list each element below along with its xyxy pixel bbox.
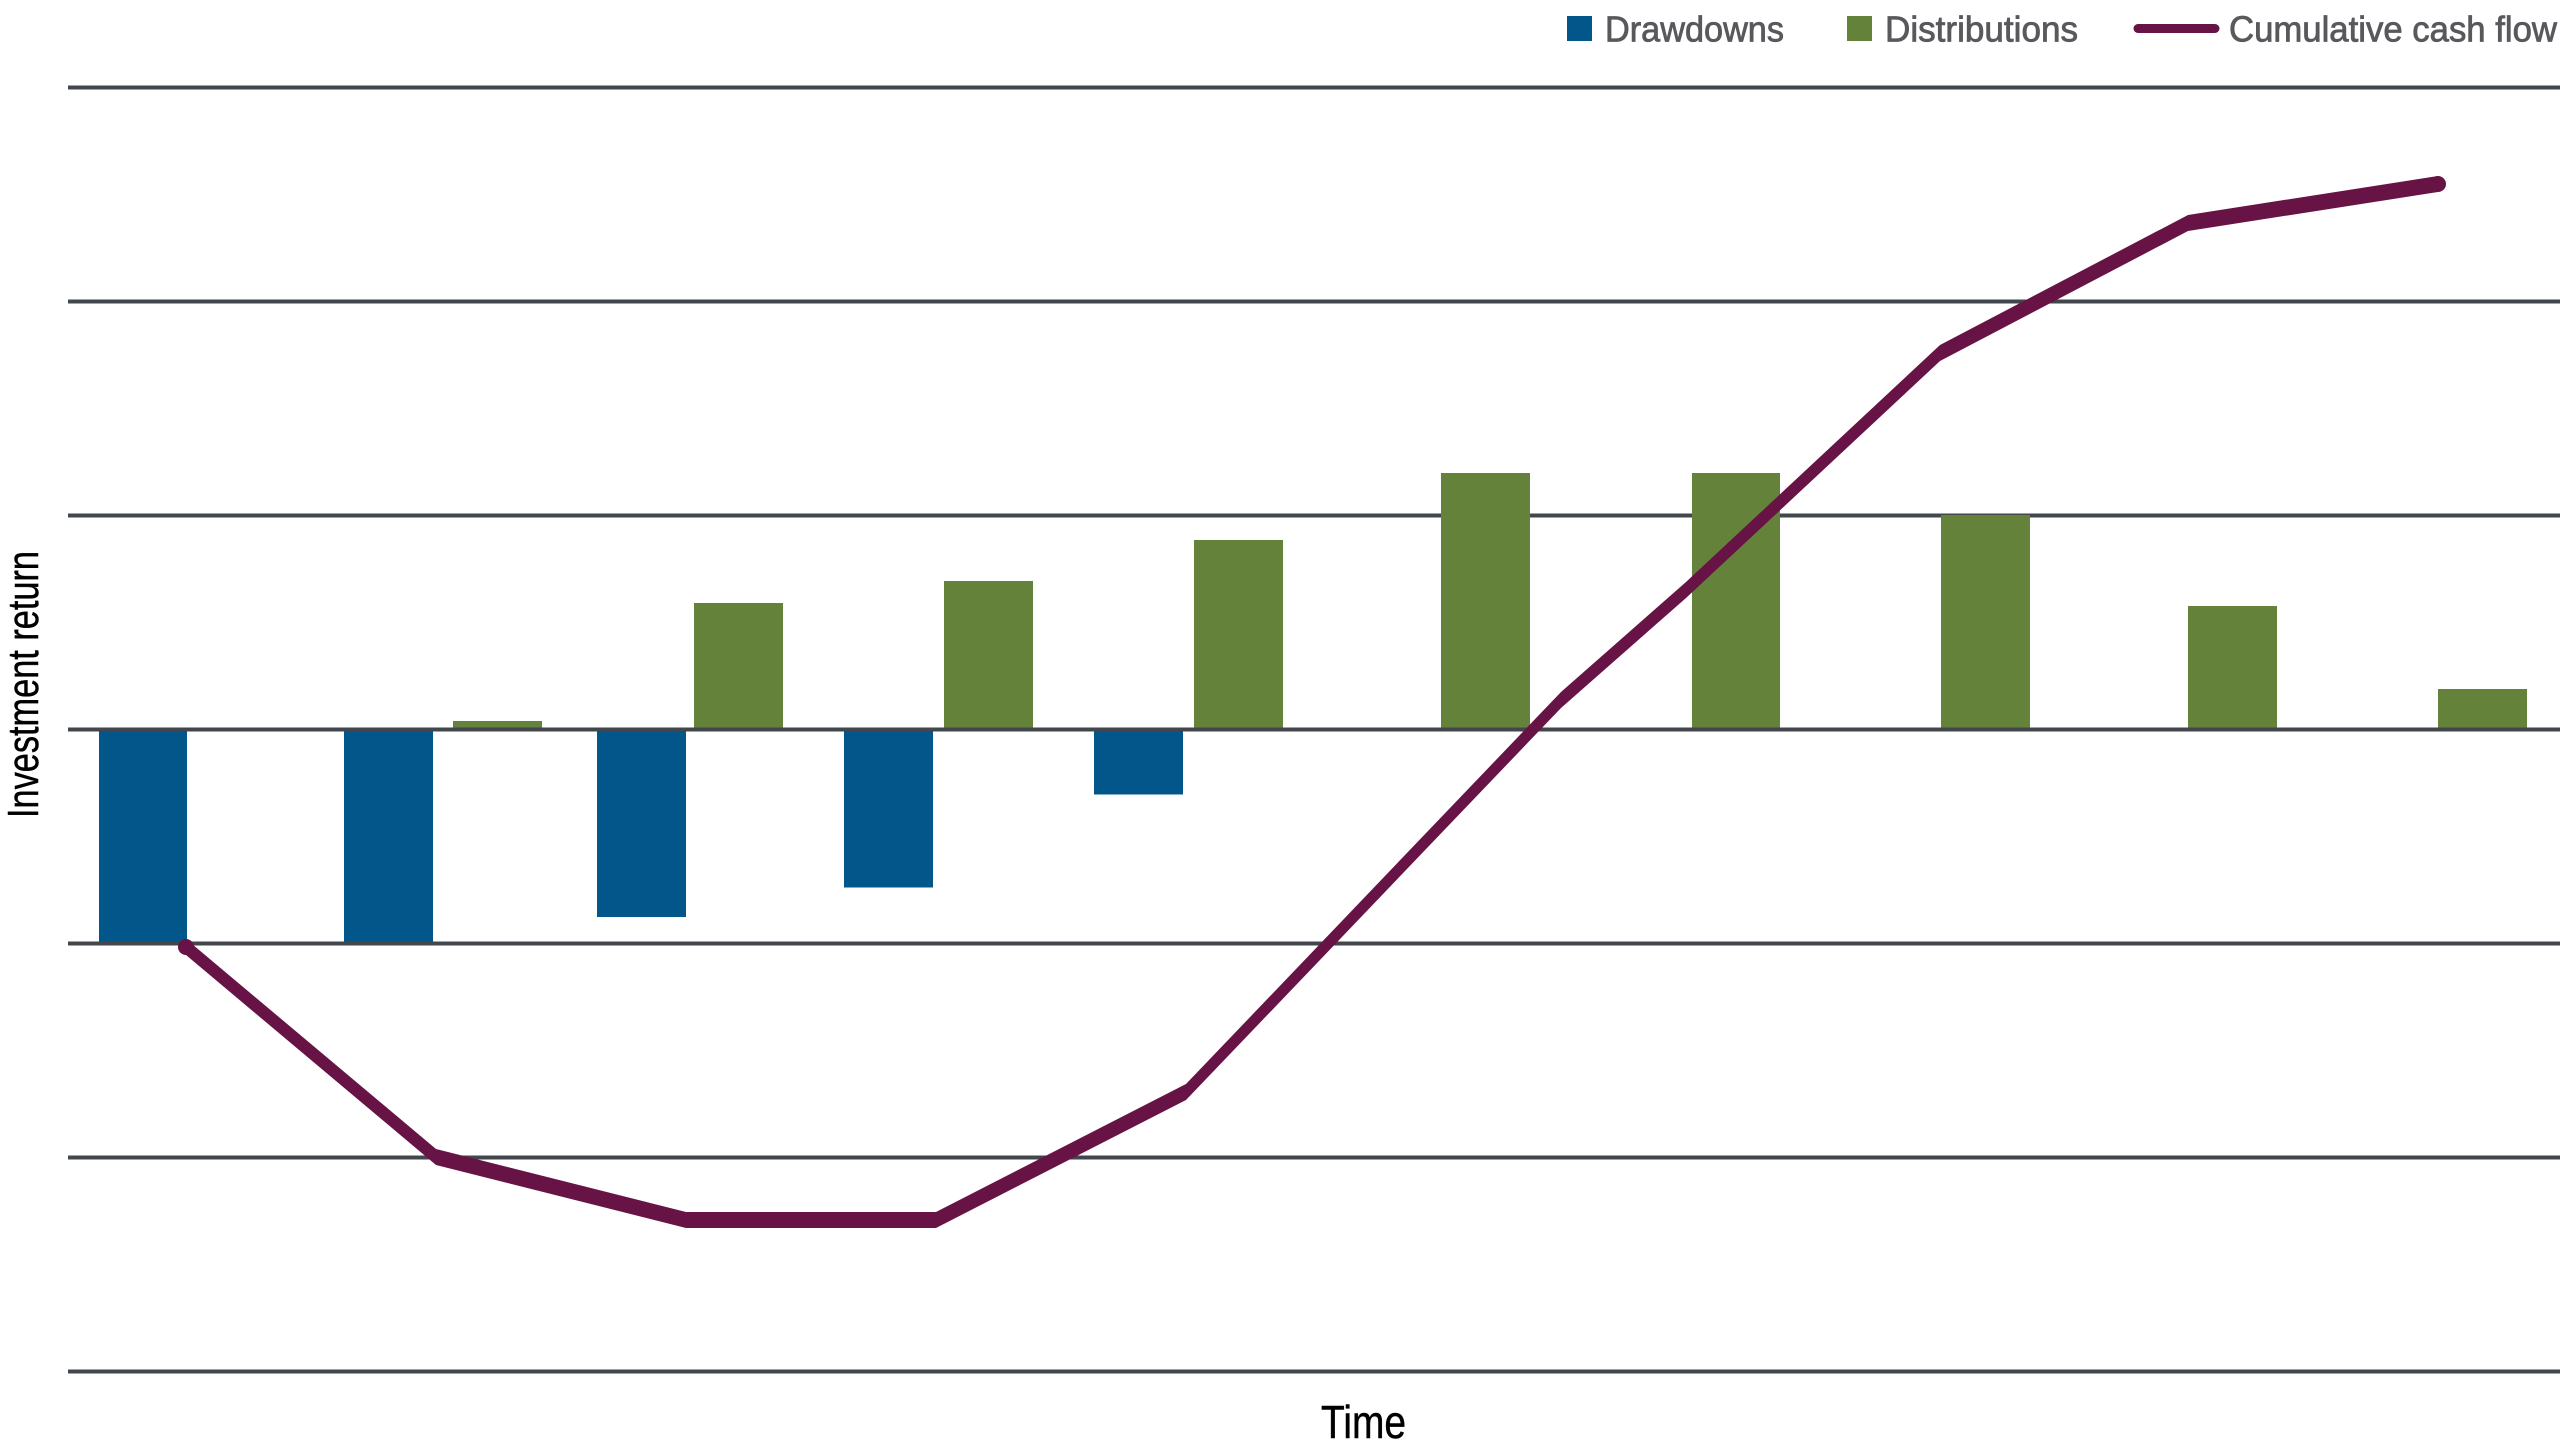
svg-text:Drawdowns: Drawdowns [1605, 9, 1784, 50]
svg-text:Time: Time [1321, 1396, 1406, 1440]
svg-text:Distributions: Distributions [1885, 9, 2078, 50]
svg-text:Cumulative cash flow: Cumulative cash flow [2229, 9, 2558, 50]
svg-text:Investment return: Investment return [0, 551, 48, 818]
